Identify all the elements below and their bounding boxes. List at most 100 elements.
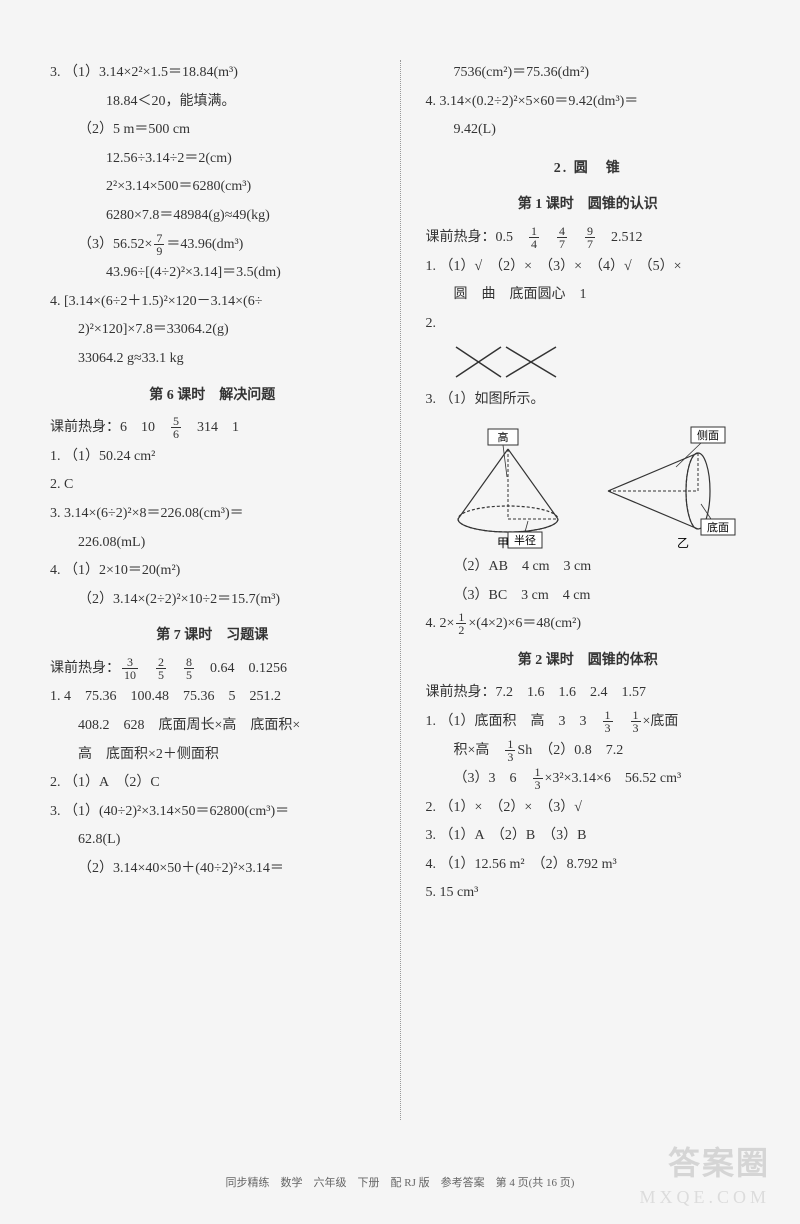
right-column: 7536(cm²)＝75.36(dm²) 4. 3.14×(0.2÷2)²×5×… xyxy=(426,60,751,1120)
text-line: 4. 2×12×(4×2)×6＝48(cm²) xyxy=(426,611,751,638)
text: 课前热身：0.5 xyxy=(426,230,528,245)
numerator: 1 xyxy=(505,738,515,751)
denominator: 3 xyxy=(631,722,641,734)
text-line: 2. （1）A （2）C xyxy=(50,770,375,797)
text-line: 43.96÷[(4÷2)²×3.14]＝3.5(dm) xyxy=(50,260,375,287)
fraction: 13 xyxy=(505,738,515,763)
text-line: 4. （1）12.56 m² （2）8.792 m³ xyxy=(426,852,751,879)
page-footer: 同步精练 数学 六年级 下册 配 RJ 版 参考答案 第 4 页(共 16 页) xyxy=(0,1173,800,1194)
denominator: 3 xyxy=(505,751,515,763)
text-line: 4. [3.14×(6÷2＋1.5)²×120－3.14×(6÷ xyxy=(50,289,375,316)
text-line: 课前热身：0.5 14 47 97 2.512 xyxy=(426,225,751,252)
text-line: 高 底面积×2＋侧面积 xyxy=(50,742,375,769)
fraction: 79 xyxy=(154,232,164,257)
label-yi: 乙 xyxy=(677,536,689,549)
fraction: 85 xyxy=(184,656,194,681)
text: ×(4×2)×6＝48(cm²) xyxy=(468,616,581,631)
text-line: 课前热身：6 10 56 314 1 xyxy=(50,415,375,442)
text-line: 2. （1）× （2）× （3）√ xyxy=(426,795,751,822)
text-line: 3. （1）3.14×2²×1.5＝18.84(m³) xyxy=(50,60,375,87)
text-line: 1. 4 75.36 100.48 75.36 5 251.2 xyxy=(50,684,375,711)
text-line: （2）3.14×(2÷2)²×10÷2＝15.7(m³) xyxy=(50,587,375,614)
text-line: 3. （1）A （2）B （3）B xyxy=(426,823,751,850)
lesson-title: 第 1 课时 圆锥的认识 xyxy=(426,192,751,219)
denominator: 10 xyxy=(122,669,138,681)
denominator: 5 xyxy=(156,669,166,681)
lesson-title: 第 7 课时 习题课 xyxy=(50,623,375,650)
text: （3）56.52× xyxy=(78,237,152,252)
denominator: 7 xyxy=(557,238,567,250)
label-cemian: 侧面 xyxy=(697,429,719,442)
denominator: 6 xyxy=(171,428,181,440)
text-line: 课前热身：310 25 85 0.64 0.1256 xyxy=(50,656,375,683)
content-columns: 3. （1）3.14×2²×1.5＝18.84(m³) 18.84＜20，能填满… xyxy=(50,60,750,1120)
fraction: 310 xyxy=(122,656,138,681)
text-line: 积×高 13Sh （2）0.8 7.2 xyxy=(426,738,751,765)
text-line: 3. 3.14×(6÷2)²×8＝226.08(cm³)＝ xyxy=(50,501,375,528)
fraction: 97 xyxy=(585,225,595,250)
text-line: 1. （1）50.24 cm² xyxy=(50,444,375,471)
text-line: 18.84＜20，能填满。 xyxy=(50,89,375,116)
fraction: 13 xyxy=(631,709,641,734)
left-column: 3. （1）3.14×2²×1.5＝18.84(m³) 18.84＜20，能填满… xyxy=(50,60,375,1120)
fraction: 13 xyxy=(533,766,543,791)
fraction: 56 xyxy=(171,415,181,440)
text-line: （2）5 m＝500 cm xyxy=(50,117,375,144)
matching-diagram xyxy=(451,342,561,382)
text-line: 7536(cm²)＝75.36(dm²) xyxy=(426,60,751,87)
text-line: 4. （1）2×10＝20(m²) xyxy=(50,558,375,585)
text-line: 课前热身：7.2 1.6 1.6 2.4 1.57 xyxy=(426,680,751,707)
text: 2.512 xyxy=(597,230,643,245)
text-line: （3）BC 3 cm 4 cm xyxy=(426,583,751,610)
text-line: （2）3.14×40×50＋(40÷2)²×3.14＝ xyxy=(50,856,375,883)
text-line: 9.42(L) xyxy=(426,117,751,144)
text: 4. 2× xyxy=(426,616,455,631)
text: ×底面 xyxy=(643,714,679,729)
denominator: 3 xyxy=(603,722,613,734)
text-line: 2. C xyxy=(50,472,375,499)
text: （3）3 6 xyxy=(454,771,531,786)
fraction: 47 xyxy=(557,225,567,250)
text-line: 12.56÷3.14÷2＝2(cm) xyxy=(50,146,375,173)
section-title: 2. 圆 锥 xyxy=(426,156,751,183)
text: Sh （2）0.8 7.2 xyxy=(517,743,623,758)
text-line: 3. （1）如图所示。 xyxy=(426,387,751,414)
text-line: （3）56.52×79＝43.96(dm³) xyxy=(50,232,375,259)
denominator: 4 xyxy=(529,238,539,250)
text: ×3²×3.14×6 56.52 cm³ xyxy=(545,771,682,786)
text: 积×高 xyxy=(454,743,504,758)
text-line: 62.8(L) xyxy=(50,827,375,854)
denominator: 7 xyxy=(585,238,595,250)
text: 课前热身：6 10 xyxy=(50,420,169,435)
text-line: 3. （1）(40÷2)²×3.14×50＝62800(cm³)＝ xyxy=(50,799,375,826)
fraction: 12 xyxy=(456,611,466,636)
text-line: 2²×3.14×500＝6280(cm³) xyxy=(50,174,375,201)
text: ＝43.96(dm³) xyxy=(166,237,243,252)
label-gao: 高 xyxy=(497,430,508,444)
text-line: 圆 曲 底面圆心 1 xyxy=(426,282,751,309)
denominator: 9 xyxy=(154,245,164,257)
column-divider xyxy=(400,60,401,1120)
label-dimian: 底面 xyxy=(707,520,729,534)
cone-diagram: 高 半径 甲 侧面 底面 乙 xyxy=(433,419,743,549)
denominator: 5 xyxy=(184,669,194,681)
text-line: 1. （1）底面积 高 3 3 13 13×底面 xyxy=(426,709,751,736)
fraction: 14 xyxy=(529,225,539,250)
label-banjing: 半径 xyxy=(514,533,536,547)
text-line: （3）3 6 13×3²×3.14×6 56.52 cm³ xyxy=(426,766,751,793)
denominator: 3 xyxy=(533,779,543,791)
text: 314 1 xyxy=(183,420,239,435)
lesson-title: 第 6 课时 解决问题 xyxy=(50,383,375,410)
denominator: 2 xyxy=(456,624,466,636)
text: 课前热身： xyxy=(50,661,120,676)
text: 0.64 0.1256 xyxy=(196,661,287,676)
text: 1. （1）底面积 高 3 3 xyxy=(426,714,601,729)
text-line: 1. （1）√ （2）× （3）× （4）√ （5）× xyxy=(426,254,751,281)
text-line: 2. xyxy=(426,311,751,338)
text-line: 408.2 628 底面周长×高 底面积× xyxy=(50,713,375,740)
text-line: 4. 3.14×(0.2÷2)²×5×60＝9.42(dm³)＝ xyxy=(426,89,751,116)
fraction: 13 xyxy=(603,709,613,734)
text-line: （2）AB 4 cm 3 cm xyxy=(426,554,751,581)
text-line: 5. 15 cm³ xyxy=(426,880,751,907)
lesson-title: 第 2 课时 圆锥的体积 xyxy=(426,648,751,675)
